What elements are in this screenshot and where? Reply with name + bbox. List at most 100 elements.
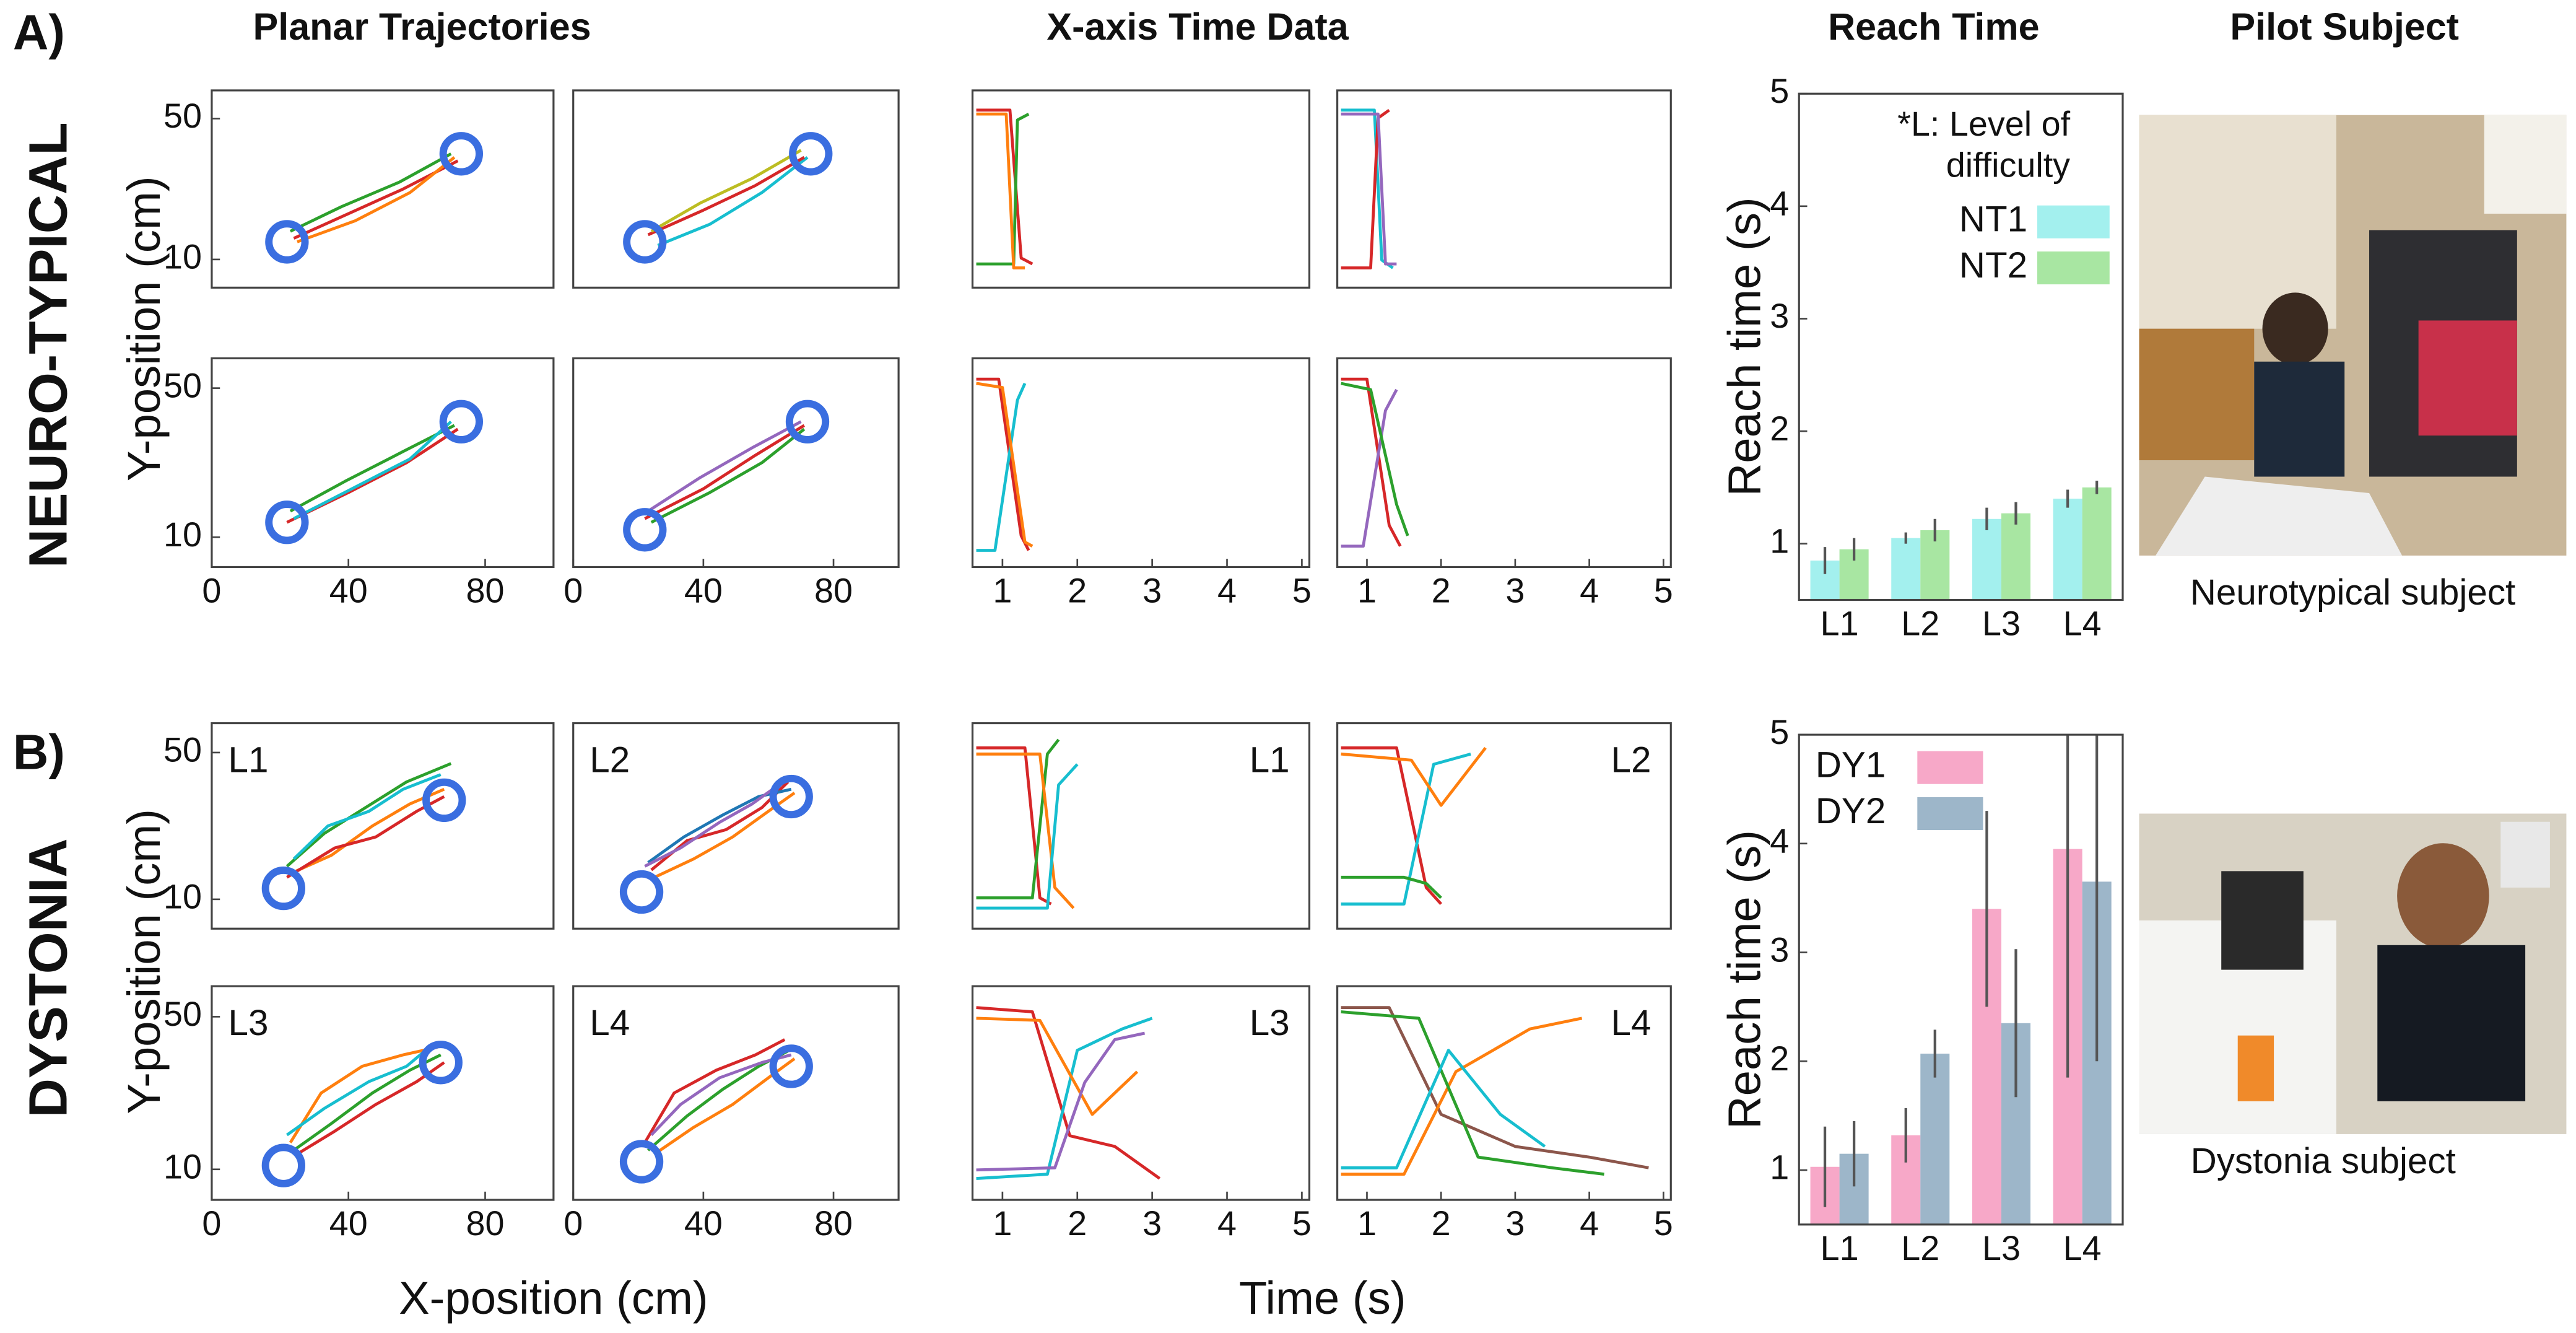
x-axis-label: Time (s): [1239, 1272, 1406, 1324]
x-tick-label: 40: [329, 1204, 368, 1243]
bar: [1972, 518, 2001, 600]
x-tick-label: 3: [1142, 572, 1162, 610]
x-tick-label: 40: [684, 572, 723, 610]
x-tick-label: 4: [1580, 572, 1599, 610]
target-circle: [265, 500, 309, 544]
x-tick-label: 5: [1292, 1204, 1312, 1243]
x-tick-label: 3: [1142, 1204, 1162, 1243]
x-tick-label: L3: [1982, 605, 2021, 643]
target-circle: [789, 132, 833, 176]
trajectory-line: [976, 1006, 1161, 1180]
plot-frame: [971, 722, 1311, 930]
legend-swatch: [1917, 751, 1983, 784]
x-tick-label: 2: [1068, 1204, 1087, 1243]
column-heading: Pilot Subject: [2230, 6, 2459, 48]
x-tick-label: L4: [2063, 605, 2102, 643]
x-tick-label: 5: [1292, 572, 1312, 610]
x-tick-label: 2: [1432, 1204, 1451, 1243]
x-tick-label: 1: [1357, 1204, 1377, 1243]
plot-area: [1341, 746, 1487, 906]
plot-frame: [1336, 985, 1672, 1201]
plot-area: [1341, 377, 1409, 548]
trajectory-line: [976, 738, 1060, 899]
plot-frame: [572, 985, 900, 1201]
x-tick-label: L1: [1821, 1229, 1859, 1267]
plot-frame: [211, 89, 555, 289]
x-tick-label: 0: [202, 572, 221, 610]
target-circle: [769, 1044, 813, 1088]
trajectory-line: [297, 156, 456, 243]
y-tick-label: 10: [163, 1148, 202, 1186]
trajectory-line: [1341, 746, 1442, 906]
trajectory-line: [1341, 1006, 1649, 1169]
plot-frame: [1336, 89, 1672, 289]
plot-frame: [211, 357, 555, 569]
trajectory-line: [976, 1016, 1139, 1116]
panel-level-label: L2: [590, 740, 630, 780]
row-label: DYSTONIA: [18, 838, 79, 1117]
trajectory-line: [650, 427, 806, 524]
trajectory-line: [1341, 746, 1487, 807]
y-tick-label: 50: [163, 731, 202, 769]
y-tick-label: 50: [163, 97, 202, 135]
trajectory-line: [293, 420, 452, 520]
legend-note: *L: Level of: [1897, 105, 2070, 143]
x-tick-label: L3: [1982, 1229, 2021, 1267]
bar: [2053, 499, 2082, 600]
target-circle: [623, 508, 667, 552]
plot-frame: [211, 985, 555, 1201]
x-tick-label: 3: [1505, 1204, 1525, 1243]
trajectory-line: [1341, 112, 1397, 266]
x-tick-label: L1: [1821, 605, 1859, 643]
legend-label: DY1: [1816, 745, 1886, 785]
x-tick-label: 1: [993, 572, 1012, 610]
y-tick-label: 10: [163, 878, 202, 916]
panel-level-label: L3: [228, 1003, 268, 1043]
y-tick-label: 3: [1770, 297, 1789, 335]
photo: [2139, 813, 2567, 1134]
column-heading: Planar Trajectories: [253, 6, 591, 48]
y-tick-label: 3: [1770, 930, 1789, 969]
trajectory-line: [976, 763, 1079, 910]
trajectory-line: [976, 108, 1033, 266]
trajectory-line: [289, 787, 445, 875]
trajectory-line: [657, 156, 809, 247]
trajectory-line: [643, 1038, 786, 1143]
plot-frame: [1798, 92, 2124, 601]
x-tick-label: 4: [1217, 1204, 1237, 1243]
plot-area: [976, 738, 1079, 910]
trajectory-line: [976, 113, 1030, 266]
x-tick-label: 0: [202, 1204, 221, 1243]
panel-level-label: L3: [1250, 1003, 1290, 1043]
y-axis-label: Y-position (cm): [118, 176, 170, 481]
legend-label: NT1: [1959, 199, 2027, 240]
x-tick-label: 0: [564, 572, 583, 610]
y-tick-label: 2: [1770, 409, 1789, 448]
trajectory-line: [976, 1016, 1153, 1180]
plot-frame: [971, 985, 1311, 1201]
plot-area: [976, 377, 1033, 552]
row-label: NEURO-TYPICAL: [18, 122, 79, 568]
y-tick-label: 50: [163, 995, 202, 1033]
bar: [2001, 513, 2031, 600]
plot-frame: [1798, 733, 2124, 1226]
x-tick-label: 5: [1654, 1204, 1673, 1243]
photo: [2139, 115, 2567, 556]
trajectory-line: [1341, 388, 1398, 548]
plot-frame: [971, 357, 1311, 569]
trajectory-line: [1341, 377, 1402, 547]
trajectory-line: [296, 1061, 445, 1156]
x-tick-label: 2: [1432, 572, 1451, 610]
y-tick-label: 10: [163, 515, 202, 554]
target-circle: [785, 400, 830, 444]
trajectory-line: [292, 773, 442, 860]
panel-level-label: L4: [590, 1003, 630, 1043]
y-tick-label: 5: [1770, 713, 1789, 751]
trajectory-line: [289, 152, 452, 233]
trajectory-line: [647, 420, 802, 513]
target-circle: [439, 400, 484, 444]
legend-swatch: [2037, 251, 2110, 285]
x-tick-label: 40: [329, 572, 368, 610]
